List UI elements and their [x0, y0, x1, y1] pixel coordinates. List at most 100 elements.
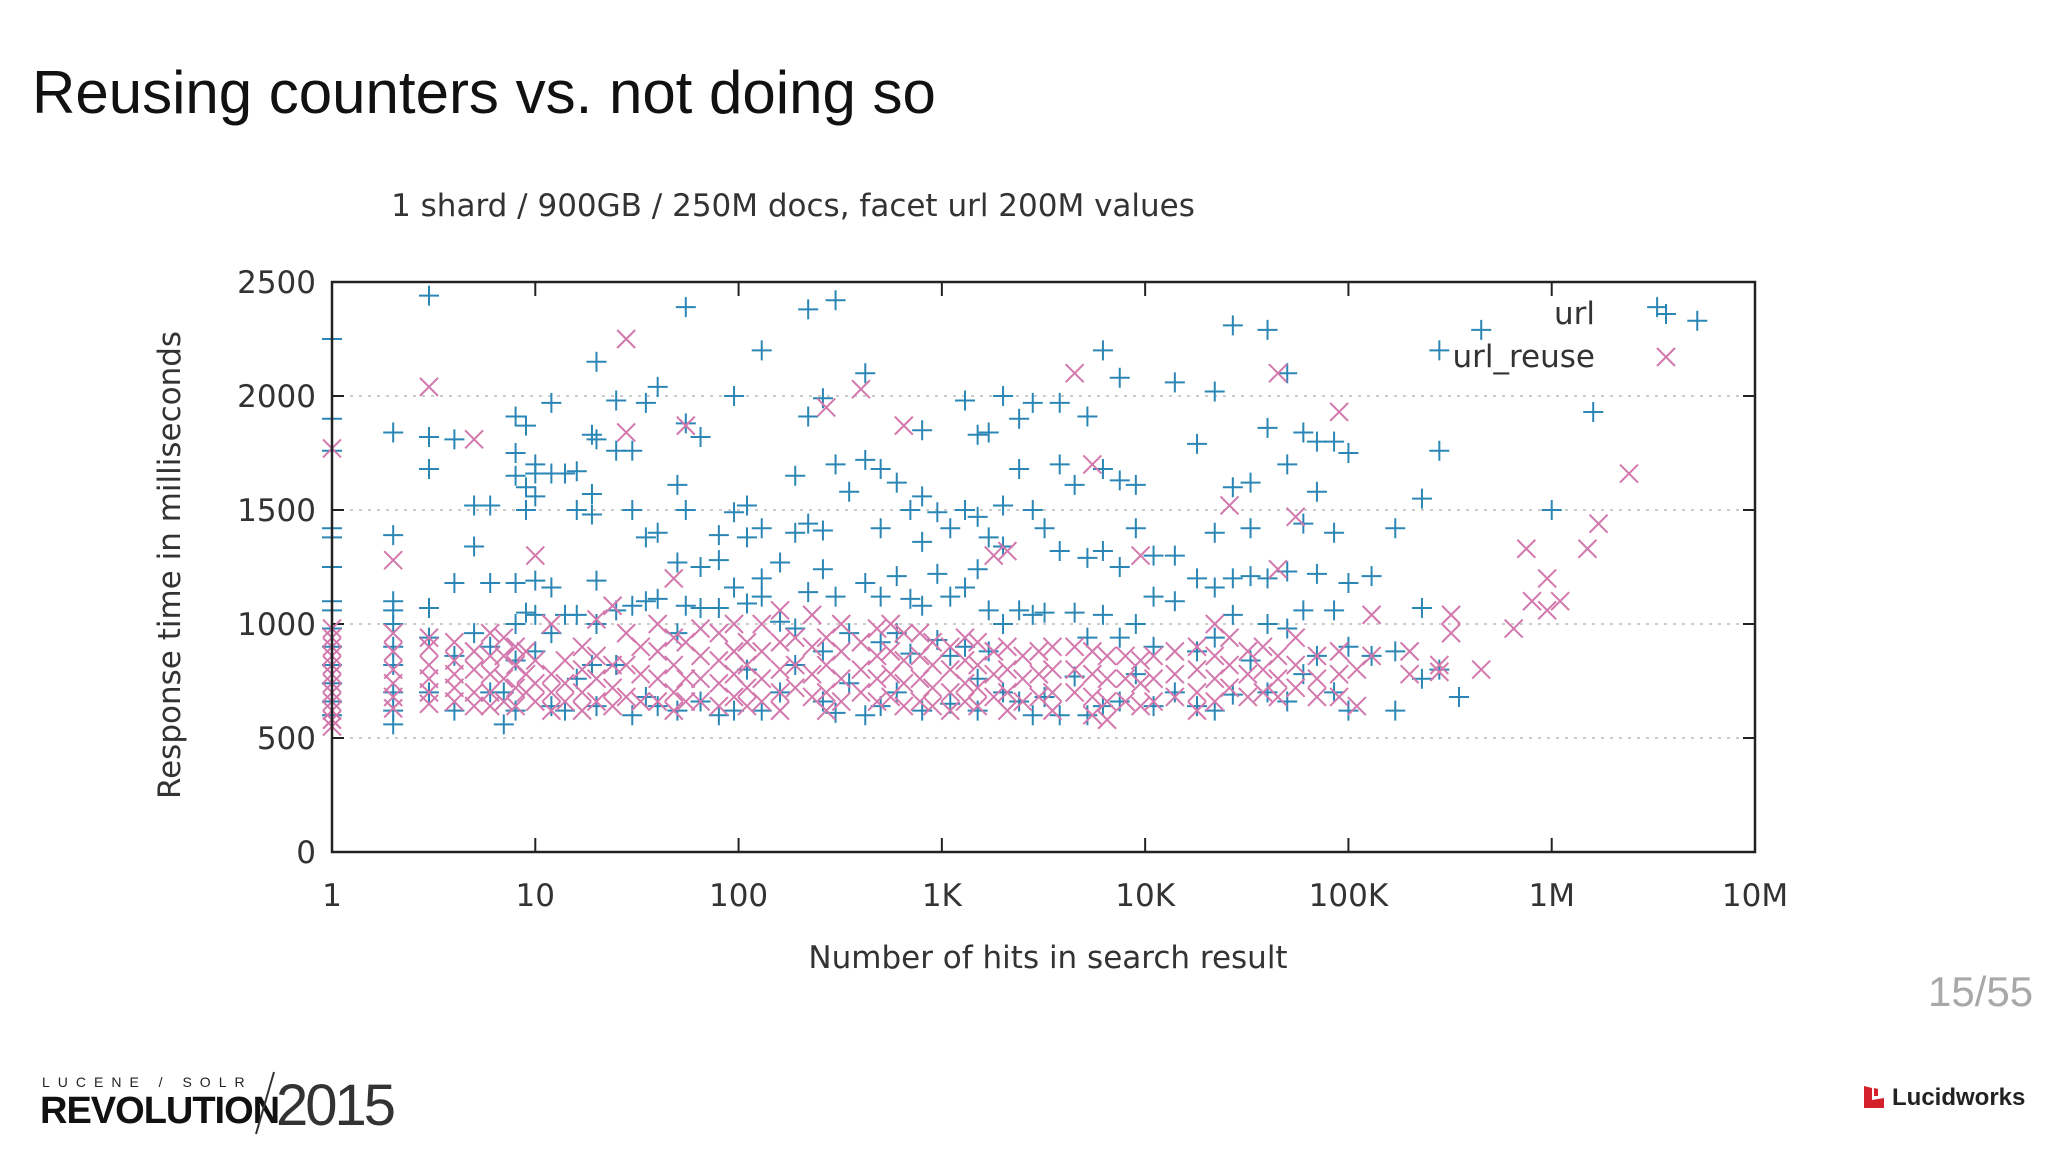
data-point-url-reuse [1042, 682, 1063, 703]
data-point-url-reuse [1285, 655, 1306, 675]
data-point-url [690, 557, 711, 577]
data-point-url-reuse [1165, 641, 1185, 662]
data-point-url [825, 290, 846, 311]
data-point-url [1204, 577, 1225, 598]
data-point-url-reuse [494, 646, 514, 666]
data-point-url-reuse [1082, 641, 1103, 662]
data-point-url [586, 429, 607, 450]
data-point-url-reuse [831, 614, 851, 634]
data-point-url-reuse [664, 682, 684, 703]
data-point-url-reuse [383, 623, 403, 643]
data-point-url [566, 604, 587, 625]
data-point-url-reuse [444, 664, 465, 684]
data-point-url [1222, 477, 1243, 498]
data-point-url [418, 598, 439, 619]
data-point-url [927, 502, 948, 523]
data-point-url-reuse [802, 637, 822, 657]
data-point-url-reuse [880, 614, 901, 634]
data-point-url [978, 422, 999, 443]
data-point-url [1324, 431, 1345, 452]
data-point-url-reuse [1187, 682, 1207, 703]
data-point-url [464, 536, 485, 557]
data-point-url [978, 600, 999, 621]
data-point-url [736, 527, 757, 548]
data-point-url [967, 700, 988, 721]
data-point-url-reuse [1029, 664, 1049, 684]
data-point-url [1022, 705, 1043, 726]
data-point-url-reuse [616, 329, 636, 349]
data-point-url-reuse [676, 415, 696, 436]
y-tick-label: 2500 [237, 265, 316, 301]
data-point-url-reuse [525, 650, 545, 671]
data-point-url-reuse [664, 627, 684, 648]
data-point-url [940, 645, 961, 666]
data-point-url-reuse [867, 691, 887, 712]
data-point-url [1240, 566, 1261, 587]
data-point-url-reuse [1577, 539, 1598, 559]
data-point-url-reuse [967, 655, 988, 675]
x-tick-label: 100K [1309, 878, 1389, 914]
data-point-url-reuse [419, 377, 439, 397]
data-point-url-reuse [709, 696, 729, 716]
data-point-url [1204, 381, 1225, 402]
data-point-url-reuse [752, 691, 772, 712]
legend-label-url-reuse: url_reuse [1452, 339, 1595, 375]
data-point-url-reuse [967, 632, 988, 652]
data-point-url-reuse [997, 659, 1018, 680]
data-point-url-reuse [894, 673, 914, 693]
response-time-chart: 1 shard / 900GB / 250M docs, facet url 2… [152, 188, 1788, 976]
data-point-url [525, 570, 546, 591]
data-point-url [1277, 363, 1298, 384]
data-point-url-reuse [867, 646, 887, 666]
data-point-url-reuse [525, 691, 545, 712]
data-point-url [798, 299, 819, 320]
data-point-url [444, 645, 465, 666]
data-point-url [955, 500, 976, 520]
data-point-url-reuse [464, 641, 484, 662]
data-point-url-reuse [1347, 696, 1367, 716]
data-point-url [1125, 518, 1146, 539]
data-point-url [993, 614, 1014, 634]
x-tick-label: 10M [1722, 878, 1788, 914]
data-point-url-reuse [690, 646, 711, 666]
data-point-url [1306, 481, 1327, 502]
data-point-url [418, 427, 439, 448]
data-point-url [690, 427, 711, 448]
data-point-url [1164, 591, 1185, 612]
data-point-url-reuse [1537, 568, 1557, 589]
data-point-url-reuse [752, 614, 772, 634]
data-point-url [1049, 705, 1070, 726]
data-point-url-reuse [1097, 691, 1117, 712]
data-point-url [647, 696, 668, 717]
data-point-url-reuse [831, 669, 851, 689]
data-point-url [1257, 319, 1278, 340]
data-point-url [912, 420, 933, 441]
data-point-url [785, 465, 806, 486]
data-point-url [1125, 474, 1146, 495]
data-point-url-reuse [967, 696, 988, 716]
data-point-url [667, 474, 688, 495]
data-point-url-reuse [1064, 637, 1085, 657]
data-point-url-reuse [1441, 605, 1461, 625]
data-point-url-reuse [505, 637, 526, 657]
chart-grid [332, 395, 1755, 739]
data-point-url-reuse [816, 700, 836, 721]
data-point-url-reuse [709, 673, 729, 693]
conference-logo-name: REVOLUTION [40, 1090, 280, 1132]
data-point-url-reuse [664, 700, 684, 721]
data-point-url-reuse [922, 655, 943, 675]
data-point-url [1222, 604, 1243, 625]
data-point-url [1009, 408, 1030, 429]
data-point-url-reuse [1219, 627, 1240, 648]
data-point-url [978, 527, 999, 548]
data-point-url [1092, 340, 1113, 361]
data-point-url [606, 390, 627, 411]
data-point-url-reuse [1064, 363, 1085, 383]
data-point-url-reuse [1268, 646, 1288, 666]
data-point-url [1222, 684, 1243, 705]
data-point-url-reuse [709, 623, 729, 643]
data-point-url-reuse [616, 687, 636, 707]
data-point-url-reuse [419, 655, 439, 675]
data-point-url [586, 614, 607, 634]
data-point-url-reuse [997, 637, 1018, 657]
